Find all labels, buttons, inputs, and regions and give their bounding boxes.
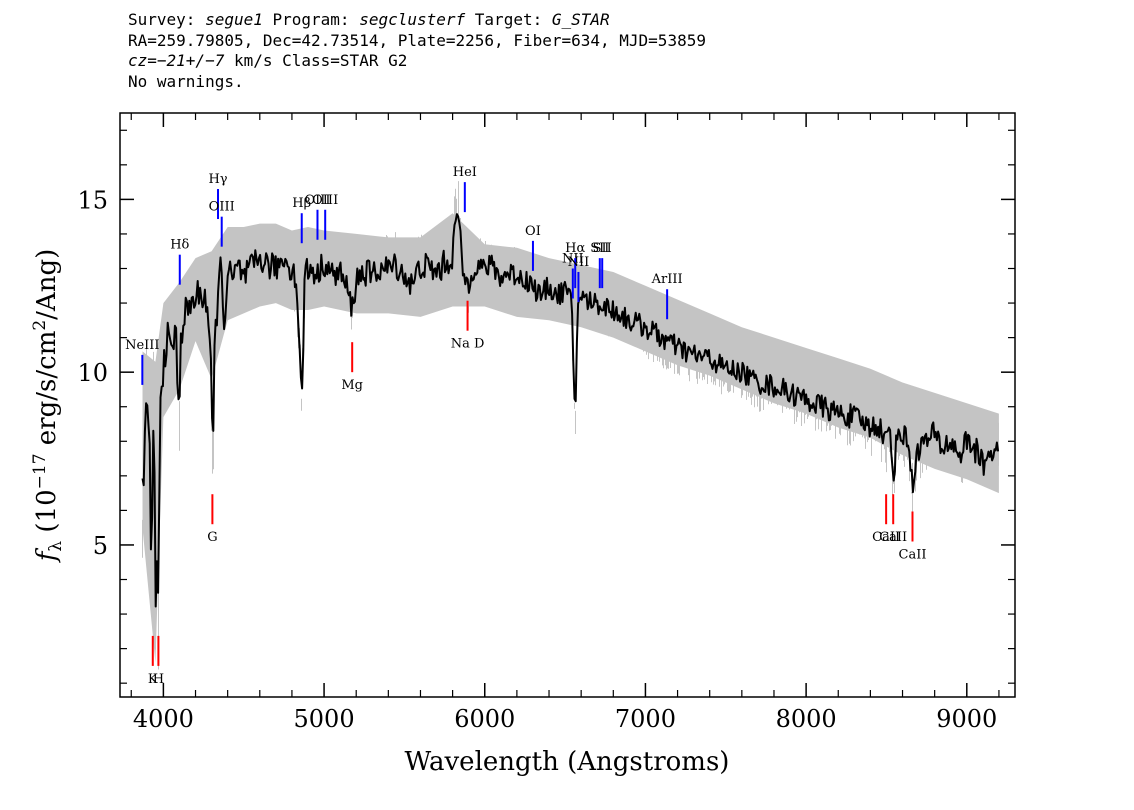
y-axis-label-text3: /Ang) (32, 249, 62, 320)
program-label: Program: (262, 10, 360, 29)
axis-ticks-layer: 4000 5000 6000 7000 8000 9000 5 10 15 (77, 113, 1015, 733)
absorption-line-label-6: CaII (879, 530, 907, 545)
absorption-line-label-5: CaII (872, 530, 900, 545)
emission-line-label-14: ArIII (651, 272, 683, 287)
y-axis-label-exponent2: 2 (30, 320, 50, 331)
absorption-line-label-0: K (148, 672, 158, 687)
emission-line-label-5: OIII (304, 193, 330, 208)
y-axis-label-text1: (10 (32, 489, 62, 541)
y-tick-label-1: 10 (77, 359, 108, 387)
error-band-layer (142, 213, 999, 663)
y-axis-label-text2: erg/s/cm (32, 331, 62, 454)
flux-line-layer (141, 213, 1000, 608)
emission-line-label-12: SII (590, 241, 609, 256)
y-tick-label-0: 5 (93, 532, 108, 560)
emission-line-label-2: Hγ (208, 172, 227, 187)
survey-label: Survey: (128, 10, 206, 29)
flux-line (141, 213, 1000, 608)
x-tick-label-0: 4000 (133, 705, 194, 733)
y-axis-label-exponent: −17 (30, 453, 50, 489)
x-tick-label-4: 8000 (776, 705, 837, 733)
emission-line-label-10: Hα (565, 241, 585, 256)
y-tick-label-2: 15 (77, 186, 108, 214)
absorption-line-label-1: H (153, 672, 164, 687)
emission-line-label-9: NII (562, 252, 584, 267)
emission-line-label-6: OIII (312, 193, 338, 208)
emission-line-label-4: Hβ (292, 196, 311, 211)
y-axis-label: fλ (10−17 erg/s/cm2/Ang) (30, 249, 66, 564)
emission-line-label-7: HeI (453, 165, 477, 180)
emission-line-label-11: NII (568, 255, 590, 270)
header-line-coordinates: RA=259.79805, Dec=42.73514, Plate=2256, … (128, 30, 706, 50)
spectrum-header: Survey: segue1 Program: segclusterf Targ… (128, 10, 706, 92)
header-line-warnings: No warnings. (128, 71, 244, 91)
absorption-line-label-2: G (207, 530, 217, 545)
emission-line-label-1: Hδ (170, 238, 189, 253)
redshift-value: cz=−21+/−7 (128, 51, 225, 70)
target-label: Target: (465, 10, 552, 29)
emission-line-label-0: NeIII (125, 338, 159, 353)
target-value: G_STAR (551, 10, 610, 29)
survey-value: segue1 (205, 10, 263, 29)
plot-frame (119, 112, 1016, 698)
class-value: km/s Class=STAR G2 (224, 51, 408, 70)
x-tick-label-2: 6000 (454, 705, 515, 733)
header-line-redshift: cz=−21+/−7 km/s Class=STAR G2 (128, 51, 706, 72)
program-value: segclusterf (359, 10, 466, 29)
noise-envelope-band (142, 213, 999, 663)
x-tick-label-1: 5000 (294, 705, 355, 733)
emission-line-label-13: SII (593, 241, 612, 256)
y-axis-label-subscript: λ (46, 541, 66, 552)
emission-line-label-8: OI (525, 224, 541, 239)
absorption-line-label-3: Mg (341, 378, 363, 393)
x-tick-label-3: 7000 (615, 705, 676, 733)
absorption-line-label-7: CaII (899, 547, 927, 562)
x-axis-label: Wavelength (Angstroms) (405, 747, 730, 777)
x-tick-label-5: 9000 (936, 705, 997, 733)
header-line-survey: Survey: segue1 Program: segclusterf Targ… (128, 10, 706, 31)
emission-line-label-3: OIII (209, 200, 235, 215)
absorption-line-label-4: Na D (451, 337, 485, 352)
